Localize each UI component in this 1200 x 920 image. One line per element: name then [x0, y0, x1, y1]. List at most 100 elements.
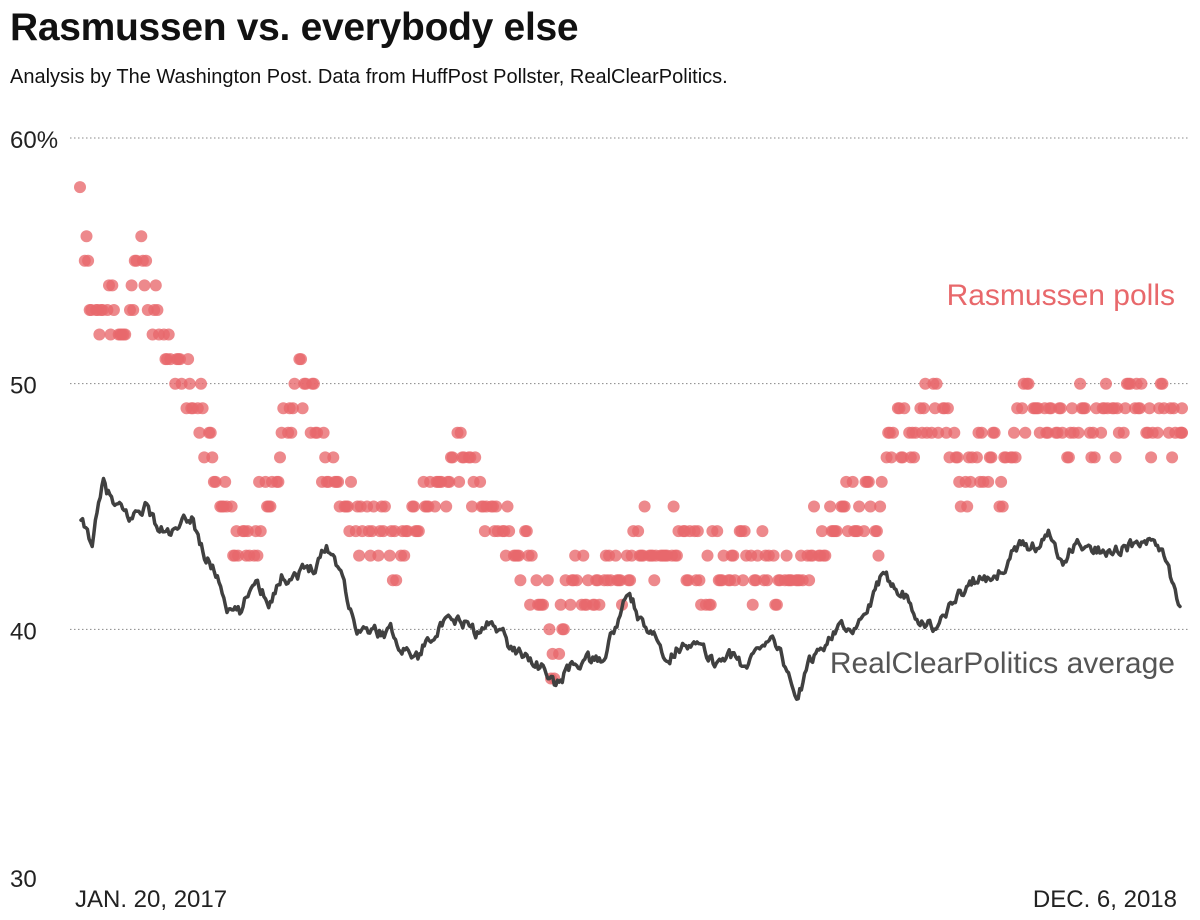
rasmussen-poll-point — [490, 500, 503, 513]
rasmussen-poll-point — [1066, 402, 1079, 415]
rcp-series-label: RealClearPolitics average — [830, 647, 1175, 680]
rasmussen-poll-point — [412, 525, 425, 538]
rasmussen-poll-point — [285, 426, 298, 439]
rasmussen-poll-point — [193, 426, 206, 439]
rasmussen-poll-point — [1117, 426, 1130, 439]
rasmussen-poll-point — [996, 500, 1009, 513]
rasmussen-poll-point — [917, 402, 930, 415]
rasmussen-poll-point — [830, 525, 843, 538]
rasmussen-poll-point — [1008, 426, 1020, 439]
rasmussen-poll-point — [82, 254, 95, 267]
rasmussen-poll-point — [985, 451, 998, 464]
rasmussen-poll-point — [577, 549, 590, 562]
rasmussen-poll-point — [564, 598, 577, 611]
rasmussen-poll-point — [307, 377, 320, 390]
rasmussen-poll-point — [196, 402, 209, 415]
rasmussen-poll-point — [296, 402, 309, 415]
rasmussen-poll-point — [1156, 377, 1169, 390]
rasmussen-poll-point — [693, 574, 706, 587]
rasmussen-poll-point — [870, 525, 883, 538]
rasmussen-poll-point — [453, 475, 466, 488]
rasmussen-poll-point — [478, 525, 491, 538]
rasmussen-poll-point — [988, 426, 1001, 439]
rasmussen-poll-point — [803, 574, 816, 587]
rasmussen-poll-point — [632, 525, 645, 538]
rasmussen-poll-point — [341, 500, 354, 513]
rasmussen-poll-point — [1095, 426, 1108, 439]
x-axis-end-label: DEC. 6, 2018 — [1033, 886, 1177, 913]
rasmussen-poll-point — [372, 549, 385, 562]
rasmussen-poll-point — [970, 451, 983, 464]
rasmussen-poll-point — [995, 475, 1008, 488]
rasmussen-poll-point — [469, 451, 482, 464]
rasmussen-poll-point — [182, 353, 195, 366]
rasmussen-poll-point — [824, 500, 837, 513]
rasmussen-poll-point — [93, 328, 106, 341]
rasmussen-poll-point — [119, 328, 132, 341]
rasmussen-poll-point — [711, 525, 724, 538]
rasmussen-poll-point — [1054, 402, 1067, 415]
rasmussen-poll-point — [1079, 402, 1091, 415]
chart-subtitle: Analysis by The Washington Post. Data fr… — [10, 66, 728, 88]
rasmussen-poll-point — [474, 475, 487, 488]
rasmussen-poll-point — [1135, 377, 1148, 390]
y-tick-label: 60% — [10, 127, 58, 154]
rasmussen-series-label: Rasmussen polls — [947, 279, 1175, 312]
rasmussen-poll-point — [738, 525, 751, 538]
rasmussen-poll-point — [317, 426, 330, 439]
rasmussen-poll-point — [125, 279, 138, 292]
rasmussen-poll-point — [140, 254, 153, 267]
rasmussen-poll-point — [746, 598, 759, 611]
rasmussen-poll-point — [1016, 402, 1029, 415]
rasmussen-poll-point — [151, 304, 164, 316]
rasmussen-poll-point — [1022, 377, 1035, 390]
rasmussen-poll-point — [107, 304, 120, 316]
rasmussen-poll-point — [819, 549, 832, 562]
rasmussen-poll-point — [1109, 451, 1122, 464]
y-axis-labels: 60% 50 40 30 — [10, 127, 58, 893]
rasmussen-poll-point — [557, 623, 570, 636]
rasmussen-poll-point — [537, 598, 549, 611]
rasmussen-poll-point — [466, 500, 478, 513]
rasmussen-poll-point — [941, 402, 954, 415]
rasmussen-poll-point — [930, 377, 943, 390]
rasmussen-poll-point — [1074, 377, 1087, 390]
rasmussen-poll-point — [1100, 377, 1112, 390]
rasmussen-poll-point — [209, 475, 222, 488]
rasmussen-poll-point — [514, 574, 527, 587]
rasmussen-poll-point — [446, 451, 459, 464]
rasmussen-poll-point — [1019, 426, 1032, 439]
rasmussen-poll-point — [219, 475, 232, 488]
rasmussen-poll-point — [816, 525, 828, 538]
rasmussen-poll-point — [443, 475, 456, 488]
rasmussen-poll-point — [206, 451, 219, 464]
rasmussen-poll-point — [862, 475, 875, 488]
rasmussen-poll-point — [1167, 402, 1180, 415]
rasmussen-poll-point — [80, 230, 93, 243]
rasmussen-poll-point — [251, 549, 264, 562]
rasmussen-poll-point — [74, 181, 86, 194]
y-tick-label: 30 — [10, 866, 37, 893]
rasmussen-poll-point — [530, 574, 543, 587]
rasmussen-poll-point — [1009, 451, 1022, 464]
rasmussen-poll-point — [162, 328, 175, 341]
rasmussen-poll-point — [138, 279, 151, 292]
rasmussen-poll-point — [667, 500, 680, 513]
rasmussen-poll-point — [295, 353, 307, 366]
rasmussen-poll-point — [254, 525, 267, 538]
rasmussen-poll-point — [183, 377, 196, 390]
rasmussen-poll-point — [149, 279, 162, 292]
rasmussen-poll-point — [327, 451, 340, 464]
rasmussen-poll-point — [503, 525, 516, 538]
rasmussen-poll-point — [951, 451, 964, 464]
rasmussen-poll-point — [838, 500, 851, 513]
rasmussen-poll-point — [554, 598, 567, 611]
rasmussen-poll-point — [512, 549, 525, 562]
rasmussen-poll-point — [908, 451, 920, 464]
rasmussen-poll-point — [106, 279, 119, 292]
rasmussen-poll-point — [701, 549, 714, 562]
rasmussen-poll-point — [264, 500, 277, 513]
rasmussen-poll-point — [332, 475, 345, 488]
rasmussen-poll-point — [874, 500, 887, 513]
rasmussen-poll-point — [593, 598, 606, 611]
